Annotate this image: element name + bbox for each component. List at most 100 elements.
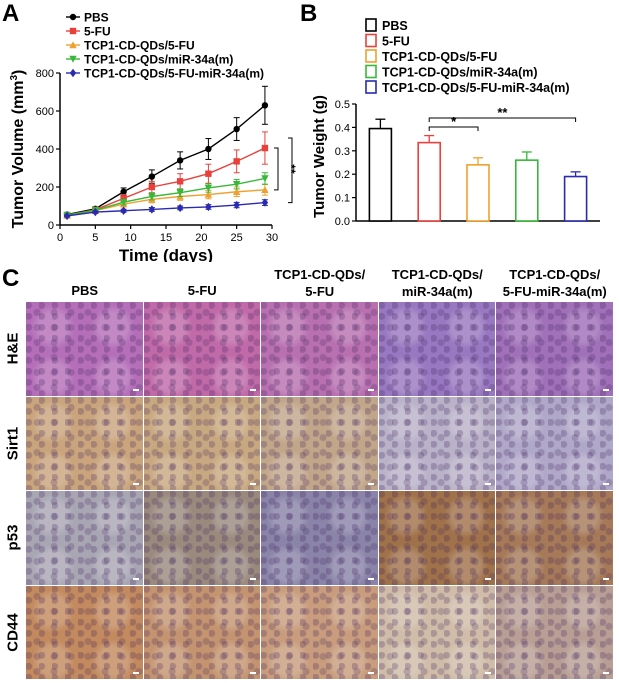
scale-bar xyxy=(250,672,256,674)
scale-bar xyxy=(485,483,491,485)
significance-label: *** xyxy=(297,168,300,182)
series-line xyxy=(66,104,266,216)
bar-1 xyxy=(417,141,441,222)
panel-label-b: B xyxy=(300,0,318,27)
y-tick-label: 600 xyxy=(36,106,54,118)
legend-swatch xyxy=(365,64,377,79)
y-tick-label: 0.5 xyxy=(335,99,350,111)
scale-bar xyxy=(367,672,374,674)
legend-label: TCP1-CD-QDs/miR-34a(m) xyxy=(84,53,233,67)
column-header-line1: 5-FU xyxy=(187,283,217,298)
tumor-weight-chart: 0.0 0.1 0.2 0.3 0.4 0.5 Tumor Weight (g) PBS 5-F… xyxy=(311,18,600,228)
x-axis-label: Time (days) xyxy=(119,246,213,262)
column-header-line2: 5-FU xyxy=(305,284,335,299)
x-tick-label: 15 xyxy=(160,232,172,244)
panel-label-a: A xyxy=(2,0,20,27)
column-header: TCP1-CD-QDs/5-FU-miR-34a(m) xyxy=(496,266,614,300)
x-tick-label: 0 xyxy=(57,232,63,244)
y-tick-label: 200 xyxy=(36,182,54,194)
micrograph-tile xyxy=(143,491,260,585)
x-tick-label: 30 xyxy=(266,232,278,244)
column-header-line1: TCP1-CD-QDs/ xyxy=(391,267,483,282)
data-point xyxy=(205,145,212,153)
micrograph-tile xyxy=(143,302,260,396)
micrograph-tile xyxy=(26,396,143,490)
legend-swatch xyxy=(365,18,377,32)
legend-marker xyxy=(69,27,77,35)
data-point xyxy=(261,102,269,109)
legend-swatch xyxy=(365,80,377,94)
column-header: TCP1-CD-QDs/miR-34a(m) xyxy=(379,266,497,300)
x-tick-label: 20 xyxy=(195,232,207,244)
significance-label: ** xyxy=(497,105,508,120)
x-tick-label: 5 xyxy=(92,232,98,244)
scale-bar xyxy=(132,388,139,391)
row-label: p53 xyxy=(4,524,22,551)
scale-bar xyxy=(485,672,491,674)
data-point xyxy=(204,184,213,192)
data-point xyxy=(120,188,127,195)
column-header-line2: 5-FU-miR-34a(m) xyxy=(502,284,607,299)
significance-bracket xyxy=(274,147,279,191)
legend-swatch xyxy=(365,49,377,63)
micrograph-tile xyxy=(378,396,495,490)
scale-bar xyxy=(367,388,374,391)
micrograph-tile xyxy=(261,302,378,396)
micrograph-tile xyxy=(378,302,495,396)
scale-bar xyxy=(132,483,139,485)
micrograph-tile xyxy=(143,585,260,679)
legend-marker xyxy=(69,13,77,21)
data-point xyxy=(232,188,241,195)
data-point xyxy=(232,180,241,188)
y-tick-label: 0 xyxy=(48,220,54,232)
tumor-volume-chart: 0 200 400 600 800 0 5 10 15 20 25 30 Tumor Volume (m… xyxy=(9,11,300,263)
micrograph-tile xyxy=(378,491,495,585)
significance-bracket xyxy=(428,126,479,131)
legend-label: TCP1-CD-QDs/5-FU xyxy=(84,39,195,53)
data-point xyxy=(176,157,184,164)
scale-bar xyxy=(367,483,374,485)
legend-label: 5-FU xyxy=(84,25,111,39)
scale-bar xyxy=(485,388,491,391)
bar-4 xyxy=(563,175,588,222)
micrograph-tile xyxy=(496,302,613,396)
data-point xyxy=(204,190,213,198)
panel-label-c: C xyxy=(2,265,20,292)
y-tick-label: 0.4 xyxy=(335,122,350,134)
legend-label: TCP1-CD-QDs/5-FU-miR-34a(m) xyxy=(84,67,264,81)
data-point xyxy=(233,200,240,210)
scale-bar xyxy=(602,577,609,580)
series-line xyxy=(66,147,266,216)
micrograph-tile xyxy=(261,491,378,585)
series-line xyxy=(66,177,266,216)
data-point xyxy=(119,199,128,206)
scale-bar xyxy=(250,388,256,391)
data-point xyxy=(233,158,240,165)
scale-bar xyxy=(250,483,256,485)
scale-bar xyxy=(602,388,609,391)
y-tick-label: 400 xyxy=(36,144,54,156)
data-point xyxy=(176,178,184,185)
significance-label: ** xyxy=(284,164,298,174)
scale-bar xyxy=(602,483,609,485)
data-point xyxy=(261,186,269,194)
data-point xyxy=(261,175,269,183)
bar-2 xyxy=(466,164,490,222)
x-tick-label: 25 xyxy=(231,232,243,244)
bar-3 xyxy=(515,159,539,222)
y-tick-label: 0.3 xyxy=(335,146,350,158)
column-header-line1: PBS xyxy=(71,283,99,298)
micrograph-tile xyxy=(26,585,143,679)
micrograph-tile xyxy=(26,491,143,585)
micrograph-tile xyxy=(261,585,378,679)
legend-marker xyxy=(69,55,77,63)
significance-label: * xyxy=(451,114,457,129)
data-point xyxy=(176,189,184,197)
x-tick-label: 10 xyxy=(125,232,137,244)
legend-label: 5-FU xyxy=(382,35,410,49)
scale-bar xyxy=(132,672,139,674)
legend-label: TCP1-CD-QDs/miR-34a(m) xyxy=(382,66,538,80)
row-label: CD44 xyxy=(4,613,22,652)
data-point xyxy=(233,125,240,133)
data-point xyxy=(205,202,212,212)
